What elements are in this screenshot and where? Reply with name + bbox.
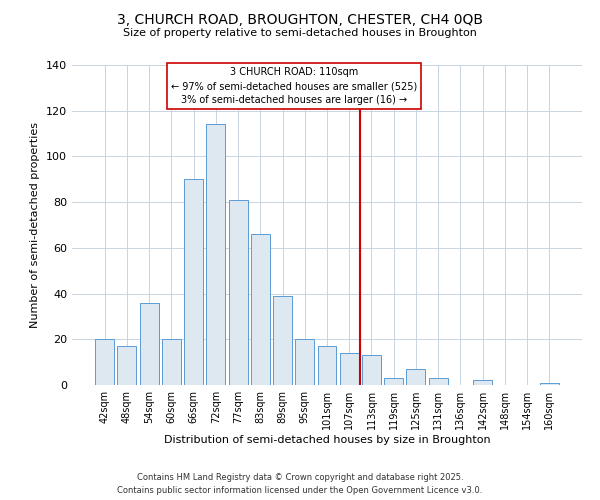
Bar [229, 200, 248, 385]
Bar [95, 340, 114, 385]
Bar [140, 302, 158, 385]
Bar [473, 380, 492, 385]
Text: 3 CHURCH ROAD: 110sqm
← 97% of semi-detached houses are smaller (525)
3% of semi: 3 CHURCH ROAD: 110sqm ← 97% of semi-deta… [170, 68, 417, 106]
Bar [162, 340, 181, 385]
Bar [295, 340, 314, 385]
X-axis label: Distribution of semi-detached houses by size in Broughton: Distribution of semi-detached houses by … [164, 435, 490, 445]
Y-axis label: Number of semi-detached properties: Number of semi-detached properties [31, 122, 40, 328]
Bar [340, 353, 359, 385]
Bar [251, 234, 270, 385]
Bar [384, 378, 403, 385]
Bar [429, 378, 448, 385]
Text: Contains HM Land Registry data © Crown copyright and database right 2025.
Contai: Contains HM Land Registry data © Crown c… [118, 474, 482, 495]
Bar [540, 382, 559, 385]
Bar [206, 124, 225, 385]
Bar [273, 296, 292, 385]
Text: Size of property relative to semi-detached houses in Broughton: Size of property relative to semi-detach… [123, 28, 477, 38]
Bar [184, 180, 203, 385]
Bar [118, 346, 136, 385]
Bar [406, 369, 425, 385]
Bar [317, 346, 337, 385]
Text: 3, CHURCH ROAD, BROUGHTON, CHESTER, CH4 0QB: 3, CHURCH ROAD, BROUGHTON, CHESTER, CH4 … [117, 12, 483, 26]
Bar [362, 356, 381, 385]
